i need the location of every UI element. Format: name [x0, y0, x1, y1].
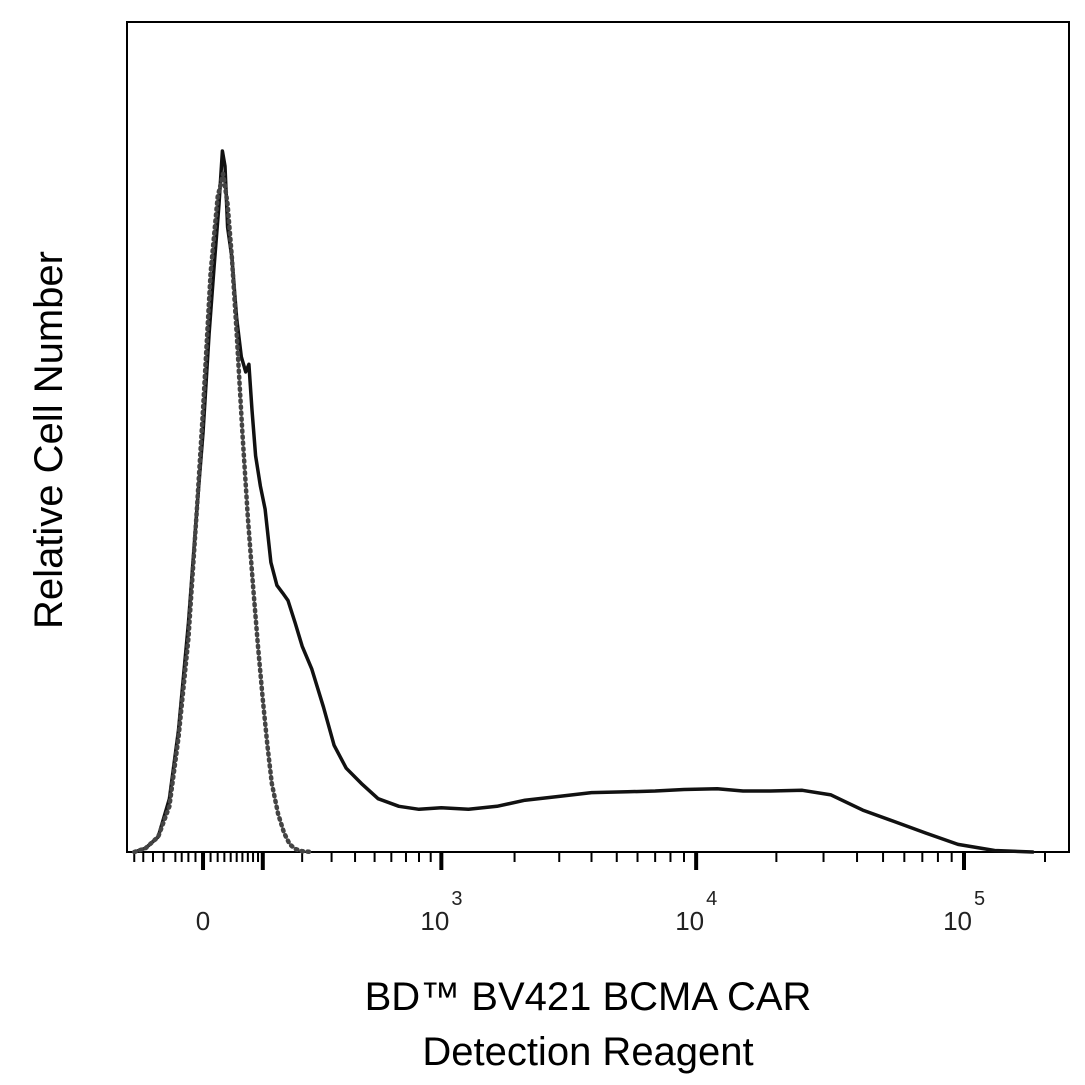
x-tick-label-exponent: 3 — [451, 888, 462, 910]
x-tick-label: 0 — [196, 906, 210, 936]
plot-frame — [126, 21, 1070, 853]
x-tick-label-base: 10 — [420, 906, 449, 936]
series-layer — [132, 149, 1035, 855]
x-axis-major-ticks — [201, 852, 966, 870]
x-axis-minor-ticks — [133, 852, 1046, 862]
x-tick-label-exponent: 5 — [974, 888, 985, 910]
x-tick-label-base: 10 — [943, 906, 972, 936]
x-tick-label-exponent: 4 — [706, 888, 717, 910]
y-axis-title: Relative Cell Number — [27, 251, 71, 629]
x-tick-label-base: 10 — [675, 906, 704, 936]
x-axis-title-line-2: Detection Reagent — [422, 1030, 753, 1074]
solid-histogram-line — [132, 149, 1035, 854]
x-axis-title-line-1: BD™ BV421 BCMA CAR — [365, 975, 812, 1019]
dotted-histogram-line — [132, 171, 315, 855]
